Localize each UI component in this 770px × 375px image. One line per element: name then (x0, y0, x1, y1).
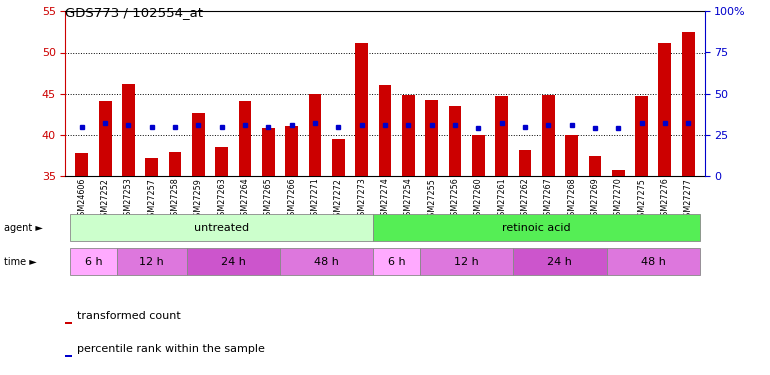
Bar (192, 113, 205, 176)
Bar (280, 248, 373, 275)
Text: 48 h: 48 h (641, 256, 666, 267)
Bar (70, 248, 117, 275)
Bar (99, 101, 112, 176)
Bar (373, 248, 420, 275)
Text: 12 h: 12 h (139, 256, 164, 267)
Bar (75, 153, 89, 176)
Bar (379, 85, 391, 176)
Bar (565, 135, 578, 176)
Bar (495, 96, 508, 176)
Bar (146, 158, 158, 176)
Bar (169, 152, 182, 176)
Text: retinoic acid: retinoic acid (502, 223, 571, 233)
Bar (286, 126, 298, 176)
Bar (332, 139, 345, 176)
Bar (117, 248, 187, 275)
Bar (588, 156, 601, 176)
Text: GDS773 / 102554_at: GDS773 / 102554_at (65, 6, 203, 19)
Bar (355, 43, 368, 176)
Text: time ►: time ► (4, 256, 37, 267)
Bar (262, 128, 275, 176)
Bar (472, 135, 484, 176)
Bar (216, 147, 228, 176)
Bar (518, 150, 531, 176)
Bar (449, 106, 461, 176)
Bar (658, 43, 671, 176)
Bar (681, 32, 695, 176)
Text: 12 h: 12 h (454, 256, 479, 267)
Bar (122, 84, 135, 176)
Bar (607, 248, 700, 275)
Bar (425, 100, 438, 176)
Bar (65, 355, 72, 357)
Text: transformed count: transformed count (77, 310, 181, 321)
Bar (309, 94, 321, 176)
Text: 24 h: 24 h (547, 256, 572, 267)
Bar (65, 322, 72, 324)
Bar (420, 248, 514, 275)
Bar (635, 96, 648, 176)
Text: 6 h: 6 h (388, 256, 406, 267)
Bar (373, 214, 700, 242)
Text: 48 h: 48 h (314, 256, 339, 267)
Bar (239, 101, 252, 176)
Text: untreated: untreated (194, 223, 249, 233)
Bar (514, 248, 607, 275)
Text: 6 h: 6 h (85, 256, 102, 267)
Text: agent ►: agent ► (4, 223, 42, 233)
Bar (187, 248, 280, 275)
Bar (70, 214, 373, 242)
Bar (612, 170, 624, 176)
Text: 24 h: 24 h (221, 256, 246, 267)
Bar (402, 95, 415, 176)
Text: percentile rank within the sample: percentile rank within the sample (77, 344, 265, 354)
Bar (542, 95, 554, 176)
